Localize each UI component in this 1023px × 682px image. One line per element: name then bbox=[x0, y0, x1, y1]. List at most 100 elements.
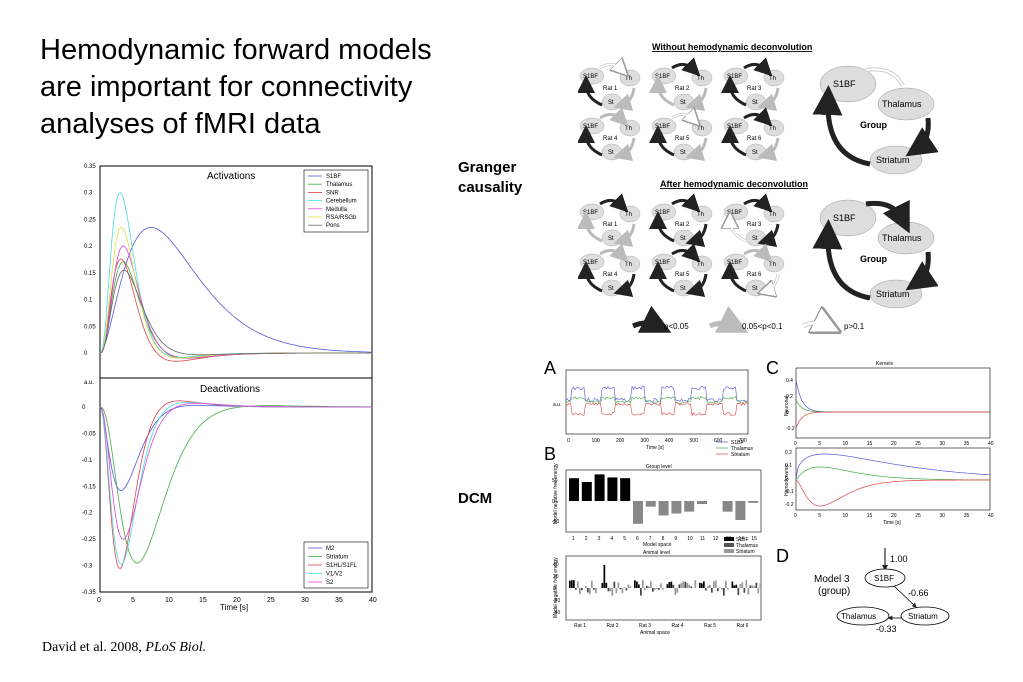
group-graph: S1BF Thalamus Striatum Group bbox=[812, 199, 938, 309]
panel-c-title: Kernels bbox=[876, 361, 893, 367]
rat-connection-arrow bbox=[578, 261, 603, 293]
panel-c-top-ytick: -0.2 bbox=[786, 426, 795, 432]
panel-b-animal-bar bbox=[751, 585, 754, 588]
granger-bottom-title: After hemodynamic deconvolution bbox=[660, 179, 808, 189]
panel-b-animal-bar bbox=[619, 588, 622, 590]
panel-b-model-tick: 4 bbox=[610, 536, 613, 542]
panel-b-model-tick: 7 bbox=[649, 536, 652, 542]
panel-b-model-tick: 2 bbox=[585, 536, 588, 542]
panel-b-animal-bar bbox=[713, 581, 715, 588]
panel-b-model-tick: 3 bbox=[598, 536, 601, 542]
panel-d-node-thalamus-label: Thalamus bbox=[841, 612, 876, 621]
panel-b-legend-label: Thalamus bbox=[736, 543, 758, 549]
panel-b-ylabel-group: Model negative free energy bbox=[553, 463, 559, 524]
panel-b-animal-bar bbox=[656, 588, 658, 589]
panel-b-animal-tick: Rat 6 bbox=[737, 623, 749, 629]
panel-c-bottom-xtick: 30 bbox=[940, 513, 946, 519]
rat-node-th-label: Th bbox=[769, 212, 776, 218]
panel-b-animal-bar bbox=[745, 580, 748, 588]
panel-b-animal-bar bbox=[577, 581, 579, 588]
deactivation-y-ticks: 0 -0.05 -0.1 -0.15 -0.2 -0.25 -0.3 -0.35 bbox=[82, 405, 96, 596]
panel-a-legend-label: Thalamus bbox=[731, 446, 753, 452]
rat-graph: S1BF Th St Rat 1 bbox=[578, 64, 641, 112]
rat-connection-arrow bbox=[685, 87, 708, 112]
panel-b-animal-bar bbox=[721, 588, 723, 590]
panel-b-group-bar bbox=[581, 482, 592, 501]
panel-b-animal-bar bbox=[575, 588, 577, 590]
panel-b-animal-bar bbox=[690, 586, 693, 588]
citation-authors: David et al. 2008, bbox=[42, 640, 146, 655]
granger-label-line2: causality bbox=[458, 179, 523, 196]
panel-a-xtick: 200 bbox=[616, 438, 625, 444]
rat-connection-arrow bbox=[685, 273, 708, 298]
group-node-thalamus bbox=[877, 87, 935, 121]
panel-b-animal-bar bbox=[605, 582, 608, 588]
rat-node-st-label: St bbox=[608, 100, 614, 106]
panel-b-animal-bar bbox=[627, 584, 630, 588]
rat-label: Rat 6 bbox=[747, 272, 762, 278]
panel-b-animal-bar bbox=[640, 588, 642, 596]
activation-y-tick: 0.1 bbox=[84, 298, 93, 304]
dcm-figure: A a.u. Time [s] 0 100 200 300 400 500 600 700 S… bbox=[544, 358, 994, 636]
panel-c-letter: C bbox=[766, 358, 779, 378]
activation-y-tick: 0.2 bbox=[84, 244, 93, 250]
rat-connection-arrow bbox=[671, 243, 701, 263]
panel-b-animal-bar bbox=[672, 584, 675, 588]
panel-b-animal-bar bbox=[723, 588, 725, 596]
left-x-tick: 40 bbox=[369, 597, 377, 604]
rat-connection-arrow bbox=[757, 137, 780, 162]
left-y-axis-label: a.u. bbox=[84, 380, 94, 386]
panel-b-animal-bar bbox=[646, 585, 648, 588]
panel-b-animal-bar bbox=[741, 582, 744, 588]
left-x-tick: 15 bbox=[199, 597, 207, 604]
panel-c-bottom-ytick: -0.1 bbox=[785, 489, 794, 495]
rat-connection-arrow bbox=[613, 137, 636, 162]
rat-connection-arrow bbox=[613, 273, 636, 298]
panel-b-model-tick: 11 bbox=[700, 536, 705, 542]
panel-b-animal-bar bbox=[591, 580, 593, 588]
deactivation-legend-label: S1HL/S1FL bbox=[326, 563, 358, 569]
panel-b-animal-bar bbox=[678, 584, 681, 588]
rat-node-st-label: St bbox=[752, 286, 758, 292]
panel-c-bottom-xtick: 5 bbox=[818, 513, 821, 519]
rat-label: Rat 5 bbox=[675, 136, 690, 142]
panel-b-legend-swatch bbox=[724, 537, 734, 541]
rat-connection-arrow-inner bbox=[765, 273, 779, 292]
panel-a-xtick: 0 bbox=[567, 438, 570, 444]
panel-b-model-tick: 6 bbox=[636, 536, 639, 542]
rat-node-s1bf-label: S1BF bbox=[583, 124, 598, 130]
panel-b-animal-bar bbox=[648, 586, 650, 588]
panel-c-top-xtick: 20 bbox=[891, 441, 897, 447]
left-x-tick: 0 bbox=[97, 597, 101, 604]
group-connection-arrow bbox=[812, 85, 871, 167]
panel-b-group-bar bbox=[620, 478, 631, 501]
panel-b-animal-bar bbox=[731, 581, 734, 588]
rat-connection-arrow bbox=[578, 211, 603, 243]
activation-y-tick: 0.25 bbox=[84, 217, 96, 223]
panel-b-animal-bar bbox=[644, 588, 646, 591]
group-node-s1bf-label: S1BF bbox=[833, 79, 856, 89]
activation-legend-label: Medulla bbox=[326, 207, 348, 213]
rat-label: Rat 2 bbox=[675, 86, 690, 92]
panel-b-animal-bar bbox=[581, 588, 583, 591]
rat-graph: S1BF Th St Rat 5 bbox=[649, 114, 713, 162]
rat-connection-arrow bbox=[757, 87, 780, 112]
panel-c-neuronal-plot bbox=[795, 367, 991, 439]
panel-b-animal-bar bbox=[571, 580, 573, 588]
panel-b-animal-bar bbox=[686, 582, 689, 588]
panel-b-animal-bar bbox=[668, 582, 671, 588]
group-node-s1bf-label: S1BF bbox=[833, 213, 856, 223]
rat-connection-arrow bbox=[599, 107, 629, 127]
group-label: Group bbox=[860, 254, 887, 264]
citation-journal: PLoS Biol. bbox=[145, 640, 207, 655]
panel-b-animal-bar bbox=[654, 588, 656, 590]
panel-b-animal-bar bbox=[719, 587, 721, 588]
panel-b-animal-bar bbox=[603, 564, 606, 588]
left-x-ticks: 0 5 10 15 20 25 30 35 40 bbox=[97, 597, 377, 604]
panel-b-model-tick: 9 bbox=[674, 536, 677, 542]
panel-c-top-xtick: 0 bbox=[794, 441, 797, 447]
panel-c-top-ytick: 0.2 bbox=[786, 394, 793, 400]
panel-b-model-tick: 12 bbox=[713, 536, 719, 542]
panel-b-animal-bar bbox=[636, 581, 638, 588]
rat-node-s1bf-label: S1BF bbox=[583, 260, 598, 266]
